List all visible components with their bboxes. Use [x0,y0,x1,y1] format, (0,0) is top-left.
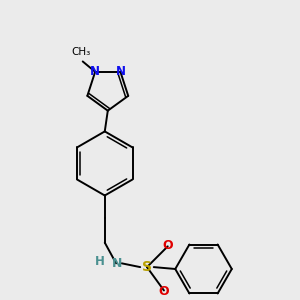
Text: N: N [112,257,122,270]
Text: CH₃: CH₃ [71,47,91,57]
Text: N: N [90,65,100,78]
Text: O: O [159,285,169,298]
Text: O: O [162,239,173,252]
Text: H: H [95,255,105,268]
Text: N: N [116,65,125,78]
Text: S: S [142,260,152,274]
